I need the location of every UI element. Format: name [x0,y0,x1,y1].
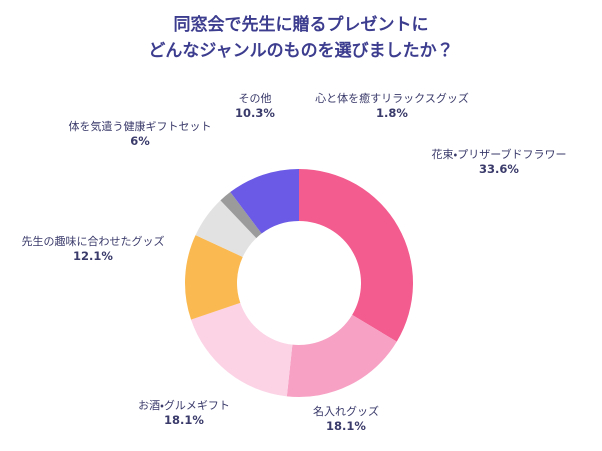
segment-label-text: お酒・グルメギフト [138,399,230,412]
segment-label-percent: 10.3% [235,106,275,120]
segment-label-percent: 1.8% [376,106,408,120]
segment-label-text: 花束・プリザーブドフラワー [431,148,567,161]
donut-segment-1 [286,314,397,397]
donut-segment-0 [299,169,414,342]
chart-title: 同窓会で先生に贈るプレゼントに どんなジャンルのものを選びましたか？ [0,12,602,64]
donut-segment-2 [191,302,293,397]
segment-label-text: 体を気遣う健康ギフトセット [68,120,212,133]
segment-label-sake-gourmet-gift: お酒・グルメギフト 18.1% [96,398,272,428]
segment-label-text: 名入れグッズ [313,405,379,418]
segment-label-percent: 12.1% [73,249,113,263]
segment-label-other: その他 10.3% [208,91,302,121]
segment-label-health-gift-set: 体を気遣う健康ギフトセット 6% [36,119,244,149]
segment-label-relax-goods: 心と体を癒すリラックスグッズ 1.8% [292,91,492,121]
segment-label-teacher-hobby-goods: 先生の趣味に合わせたグッズ 12.1% [2,234,184,264]
donut-segment-3 [185,235,243,320]
segment-label-personalized-goods: 名入れグッズ 18.1% [268,404,424,434]
chart-title-line-2: どんなジャンルのものを選びましたか？ [148,41,454,61]
donut-segment-5 [220,192,262,239]
segment-label-bouquet-preserved-flower: 花束・プリザーブドフラワー 33.6% [408,147,590,177]
segment-label-text: 先生の趣味に合わせたグッズ [21,235,165,248]
segment-label-percent: 6% [130,134,150,148]
segment-label-text: その他 [238,92,272,105]
segment-label-percent: 33.6% [479,162,519,176]
donut-segment-6 [230,169,299,234]
segment-label-percent: 18.1% [326,419,366,433]
chart-title-line-1: 同窓会で先生に贈るプレゼントに [173,15,429,35]
donut-segment-4 [195,200,257,257]
segment-label-percent: 18.1% [164,413,204,427]
segment-label-text: 心と体を癒すリラックスグッズ [315,92,469,105]
